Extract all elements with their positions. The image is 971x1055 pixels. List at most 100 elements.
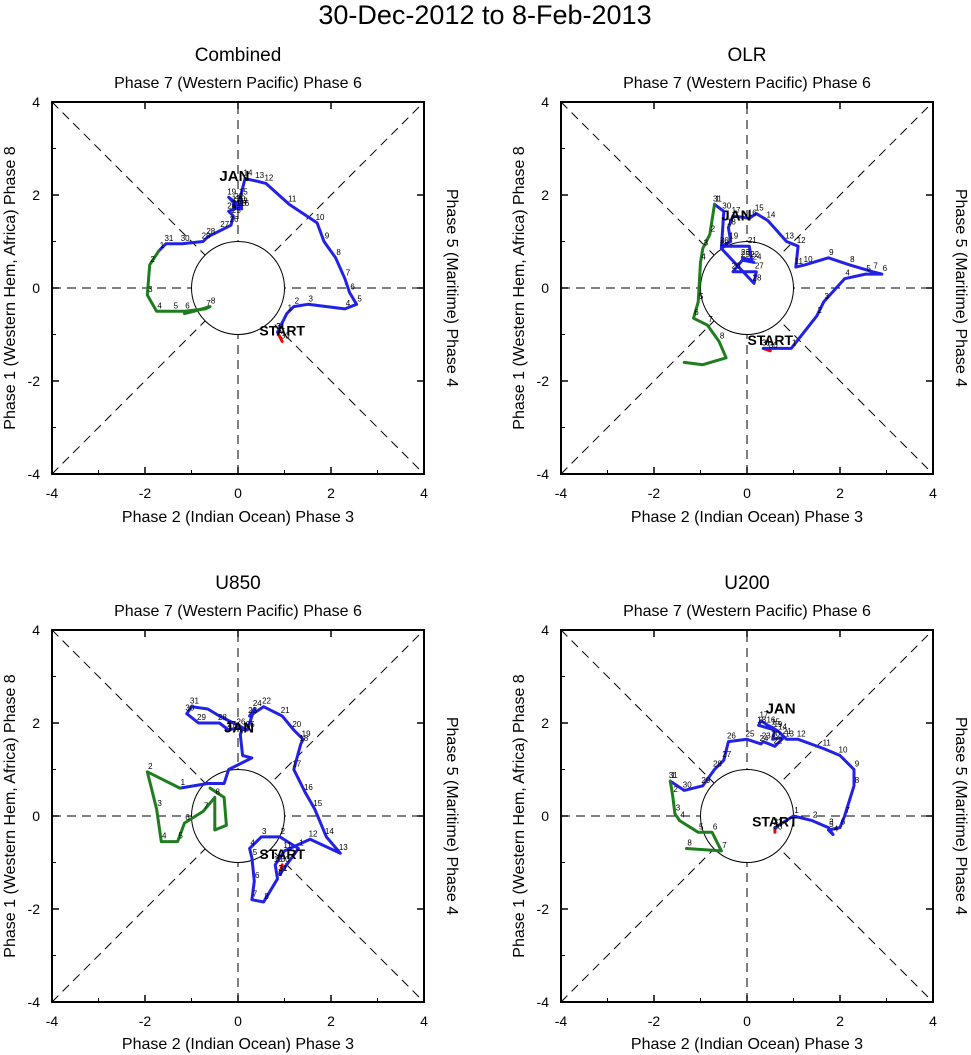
day-label: 4 (834, 825, 839, 834)
day-label: 3 (157, 799, 162, 808)
month-label: JAN (721, 208, 751, 225)
day-label: 5 (699, 822, 704, 831)
day-label: 19 (302, 729, 311, 738)
day-label: 1 (160, 241, 165, 250)
y-tick-label: 0 (32, 808, 40, 824)
day-label: 27 (227, 720, 236, 729)
day-label: 19 (773, 720, 782, 729)
day-label: 30 (281, 855, 290, 864)
y-tick-label: 2 (32, 715, 40, 731)
day-label: 1 (288, 304, 293, 313)
day-label: 5 (357, 294, 362, 303)
day-label: 30 (185, 704, 194, 713)
day-label: 5 (866, 264, 871, 273)
day-label: 12 (797, 729, 806, 738)
day-label: 12 (797, 236, 806, 245)
top-axis-label: Phase 7 (Western Pacific) Phase 6 (623, 603, 871, 620)
day-label: 16 (766, 715, 775, 724)
day-label: 6 (694, 308, 699, 317)
x-tick-label: -4 (46, 1013, 59, 1029)
day-label: 2 (281, 827, 286, 836)
series-line-jan (178, 705, 342, 904)
day-label: 24 (253, 699, 262, 708)
day-label: 5 (253, 848, 258, 857)
day-label: 26 (230, 215, 239, 224)
day-label: 17 (732, 206, 741, 215)
day-label: 6 (185, 301, 190, 310)
day-label: 20 (237, 194, 246, 203)
day-label: 4 (250, 839, 255, 848)
start-label: START (747, 332, 793, 348)
day-label: 21 (281, 706, 290, 715)
day-label: 15 (771, 718, 780, 727)
day-label: 29 (197, 713, 206, 722)
start-label: START (752, 813, 798, 829)
day-label: 7 (253, 890, 258, 899)
bottom-axis-label: Phase 2 (Indian Ocean) Phase 3 (631, 509, 863, 526)
day-label: 26 (732, 262, 741, 271)
panel-combined: Combined Phase 7 (Western Pacific) Phase… (2, 45, 460, 526)
day-label: 31 (762, 338, 771, 347)
day-label: 28 (753, 273, 762, 282)
day-label: 31 (762, 338, 771, 347)
day-label: 30 (722, 201, 731, 210)
x-tick-label: 2 (327, 485, 335, 501)
day-label: 8 (720, 331, 725, 340)
day-label: 7 (204, 801, 209, 810)
day-label: 7 (346, 269, 351, 278)
day-label: 7 (206, 299, 211, 308)
day-label: 14 (778, 722, 787, 731)
x-tick-label: 4 (929, 1013, 937, 1029)
day-label: 6 (185, 813, 190, 822)
x-tick-label: 4 (420, 485, 428, 501)
day-label: 1 (181, 778, 186, 787)
day-label: 3 (824, 292, 829, 301)
day-label: 1 (715, 194, 720, 203)
top-axis-label: Phase 7 (Western Pacific) Phase 6 (114, 75, 362, 92)
day-label: 31 (164, 234, 173, 243)
day-label: 29 (701, 776, 710, 785)
day-label: 25 (246, 720, 255, 729)
day-label: 14 (325, 827, 334, 836)
day-label: 22 (234, 192, 243, 201)
day-label: 30 (281, 331, 290, 340)
x-tick-label: -2 (648, 485, 661, 501)
day-label: 3 (309, 294, 314, 303)
day-label: 2 (813, 811, 818, 820)
day-label: 5 (699, 292, 704, 301)
y-tick-label: 4 (541, 622, 549, 638)
day-label: 31 (773, 818, 782, 827)
day-label: 27 (755, 262, 764, 271)
day-label: 8 (687, 839, 692, 848)
day-label: 12 (264, 173, 273, 182)
bottom-axis-label: Phase 2 (Indian Ocean) Phase 3 (631, 1036, 863, 1053)
day-label: 14 (244, 169, 253, 178)
month-label: JAN (224, 719, 254, 736)
day-label: 25 (741, 250, 750, 259)
day-label: 28 (206, 227, 215, 236)
day-label: 18 (237, 199, 246, 208)
bottom-axis-label: Phase 2 (Indian Ocean) Phase 3 (122, 509, 354, 526)
day-label: 20 (720, 236, 729, 245)
right-axis-label: Phase 5 (Maritime) Phase 4 (952, 189, 969, 387)
day-label: 3 (148, 285, 153, 294)
day-label: 31 (190, 697, 199, 706)
left-axis-label: Phase 1 (Western Hem, Africa) Phase 8 (2, 674, 19, 957)
series-line-jan (713, 202, 884, 350)
month-label: JAN (766, 701, 796, 718)
day-label: 31 (669, 771, 678, 780)
day-label: 5 (829, 820, 834, 829)
day-label: 23 (239, 197, 248, 206)
day-label: 24 (227, 201, 236, 210)
day-label: 6 (841, 818, 846, 827)
day-label: 13 (255, 171, 264, 180)
day-label: 10 (839, 746, 848, 755)
x-tick-label: 0 (743, 1013, 751, 1029)
left-axis-label: Phase 1 (Western Hem, Africa) Phase 8 (2, 146, 19, 429)
day-label: 8 (216, 787, 221, 796)
day-label: 6 (883, 264, 888, 273)
series-line-dec (276, 330, 284, 343)
day-label: 15 (313, 799, 322, 808)
